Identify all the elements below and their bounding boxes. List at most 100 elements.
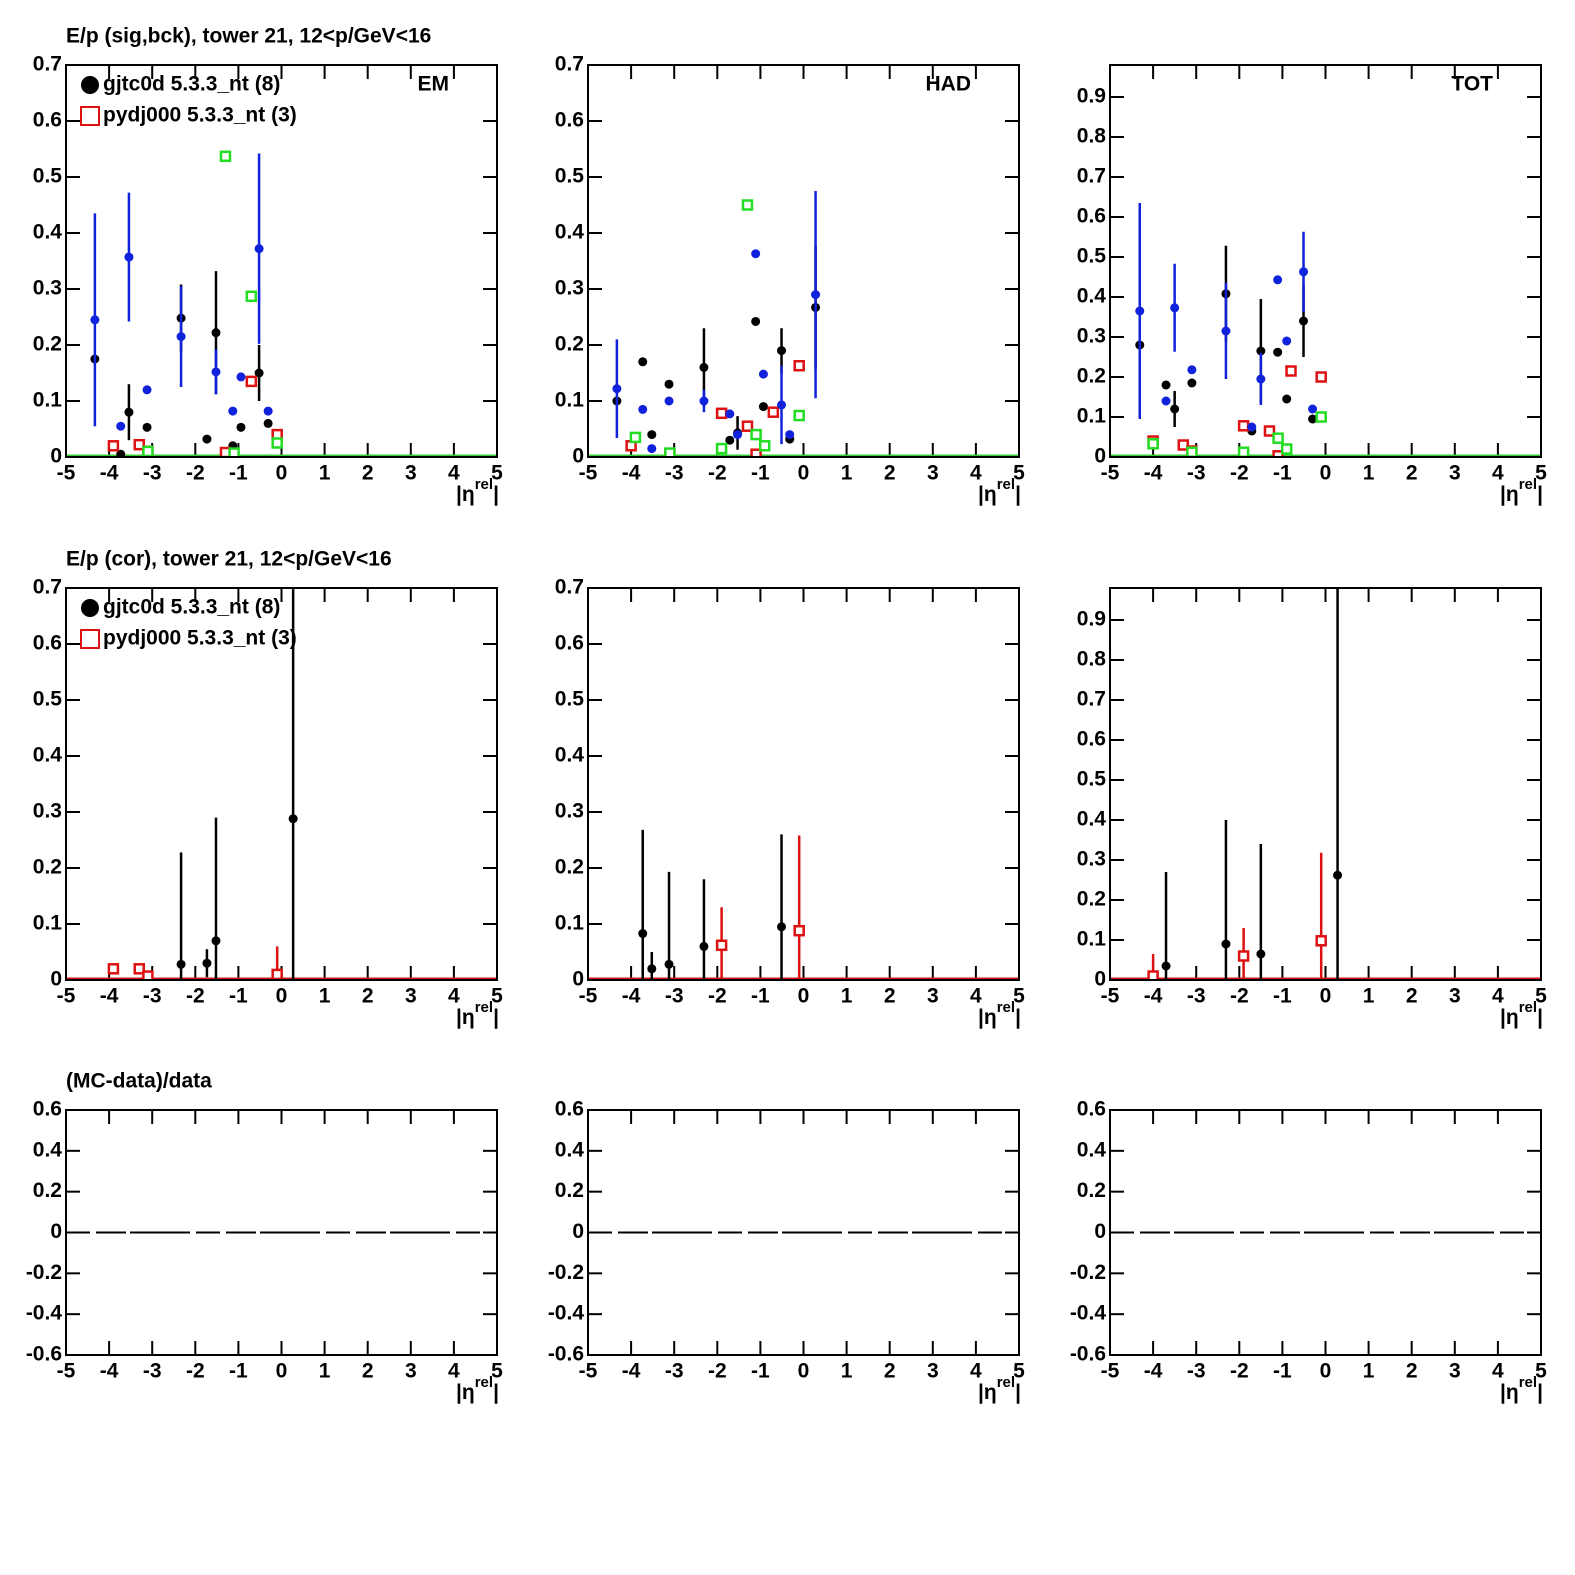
y-tick-label: 0	[1094, 968, 1106, 991]
point	[638, 929, 648, 939]
point	[1333, 870, 1343, 880]
x-tick-label: 2	[1406, 462, 1418, 485]
point	[1272, 450, 1284, 457]
x-axis-label: |ηrel|	[456, 1374, 499, 1404]
point	[1237, 950, 1250, 962]
x-tick-label: -3	[1187, 1360, 1206, 1383]
x-tick-label: -2	[186, 1360, 205, 1383]
y-tick-label: 0.6	[1077, 728, 1106, 751]
point	[107, 440, 120, 452]
y-tick-label: 0	[1094, 445, 1106, 468]
point	[699, 941, 709, 951]
point	[133, 963, 146, 975]
frame	[65, 64, 498, 458]
x-tick-label: -2	[1230, 462, 1249, 485]
point	[1256, 949, 1266, 959]
y-tick-label: -0.2	[26, 1261, 62, 1284]
panel: 0 0.1 0.2 0.3 0.4 0.5 0.6 0.7 -5 -4 -3 -2 -1 0 1 2 3 4 5 E/…	[33, 25, 503, 506]
x-tick-label: 2	[1406, 985, 1418, 1008]
x-tick-label: 0	[798, 985, 810, 1008]
y-tick-label: 0.4	[33, 1138, 63, 1161]
y-tick-label: -0.4	[26, 1302, 63, 1325]
y-tick-label: 0.5	[1077, 245, 1107, 268]
y-tick-label: 0	[572, 1220, 584, 1243]
x-axis-label-main: |η	[456, 1006, 475, 1029]
point	[90, 315, 100, 325]
x-tick-label: 5	[1013, 462, 1025, 485]
point	[1273, 275, 1283, 285]
x-tick-label: -3	[143, 1360, 162, 1383]
y-tick-label: 0.6	[33, 632, 62, 655]
point	[263, 406, 273, 416]
x-tick-label: 5	[491, 462, 503, 485]
x-tick-label: -4	[100, 462, 119, 485]
point	[176, 959, 186, 969]
point	[1263, 425, 1276, 437]
point	[750, 448, 762, 457]
x-tick-label: -5	[1101, 1360, 1120, 1383]
x-tick-label: 4	[1492, 1360, 1504, 1383]
y-tick-label: 0.6	[555, 109, 584, 132]
panel: 0 0.1 0.2 0.3 0.4 0.5 0.6 0.7 -5 -4 -3 -2 -1 0 1 2 3 4 5 E/…	[33, 548, 503, 1029]
point	[793, 924, 805, 937]
panel-annotation: HAD	[926, 73, 972, 96]
x-tick-label: 2	[1406, 1360, 1418, 1383]
y-tick-label: 0.5	[33, 688, 63, 711]
point	[664, 379, 674, 389]
plot-area	[588, 191, 1019, 457]
point	[811, 290, 821, 300]
panel: 0 0.1 0.2 0.3 0.4 0.5 0.6 0.7 -5 -4 -3 -2 -1 0 1 2 3 4 5 HA…	[555, 53, 1025, 506]
x-tick-label: 3	[1449, 985, 1461, 1008]
frame	[587, 64, 1020, 458]
x-tick-label: -5	[1101, 462, 1120, 485]
panel: -0.6-0.4-0.200.20.40.6-5 -4 -3 -2 -1 0 1 2 3 4 5|η…	[1070, 1098, 1547, 1404]
frame	[1109, 64, 1542, 458]
y-tick-label: 0.1	[555, 912, 585, 935]
x-axis-label: |ηrel|	[1500, 1374, 1543, 1404]
x-tick-label: 5	[1535, 985, 1547, 1008]
point	[142, 445, 154, 457]
x-tick-label: -4	[622, 462, 641, 485]
y-tick-label: 0.2	[33, 333, 62, 356]
point	[1247, 422, 1257, 432]
x-tick-label: 4	[970, 1360, 982, 1383]
x-tick-label: 5	[1013, 985, 1025, 1008]
y-tick-label: 0	[50, 1220, 62, 1243]
panel: -0.6-0.4-0.200.20.40.6-5 -4 -3 -2 -1 0 1 2 3 4 5|η…	[548, 1098, 1025, 1404]
point	[664, 396, 674, 406]
y-tick-label: 0.3	[1077, 848, 1106, 871]
y-tick-label: 0.7	[1077, 688, 1106, 711]
x-axis-label-sup: rel	[997, 999, 1015, 1016]
x-tick-label: -1	[751, 985, 770, 1008]
point	[777, 922, 787, 932]
y-tick-label: 0.8	[1077, 648, 1107, 671]
y-tick-label: 0.2	[1077, 888, 1106, 911]
point	[1187, 365, 1197, 375]
y-tick-label: 0.3	[33, 800, 62, 823]
point	[758, 440, 771, 452]
y-tick-label: 0.1	[33, 912, 63, 935]
y-tick-label: 0.1	[555, 389, 585, 412]
x-tick-label: -4	[100, 1360, 119, 1383]
x-axis-label-sup: rel	[997, 476, 1015, 493]
point	[211, 936, 221, 946]
point	[1285, 365, 1297, 377]
x-tick-label: -3	[1187, 462, 1206, 485]
x-tick-label: -1	[229, 462, 248, 485]
frame	[1109, 1109, 1542, 1356]
point	[715, 442, 728, 455]
point	[211, 367, 221, 377]
x-tick-label: -1	[1273, 462, 1292, 485]
point	[793, 359, 805, 372]
y-tick-label: 0	[50, 968, 62, 991]
y-tick-label: 0.1	[33, 389, 63, 412]
point	[1237, 446, 1250, 457]
point	[1272, 432, 1284, 444]
legend-label: pydj000 5.3.3_nt (3)	[103, 104, 297, 127]
point	[1282, 394, 1292, 404]
y-tick-label: -0.6	[26, 1343, 62, 1366]
point	[715, 407, 728, 420]
point	[647, 964, 657, 974]
x-tick-label: -4	[1144, 1360, 1163, 1383]
panel-title: E/p (cor), tower 21, 12<p/GeV<16	[66, 548, 392, 571]
